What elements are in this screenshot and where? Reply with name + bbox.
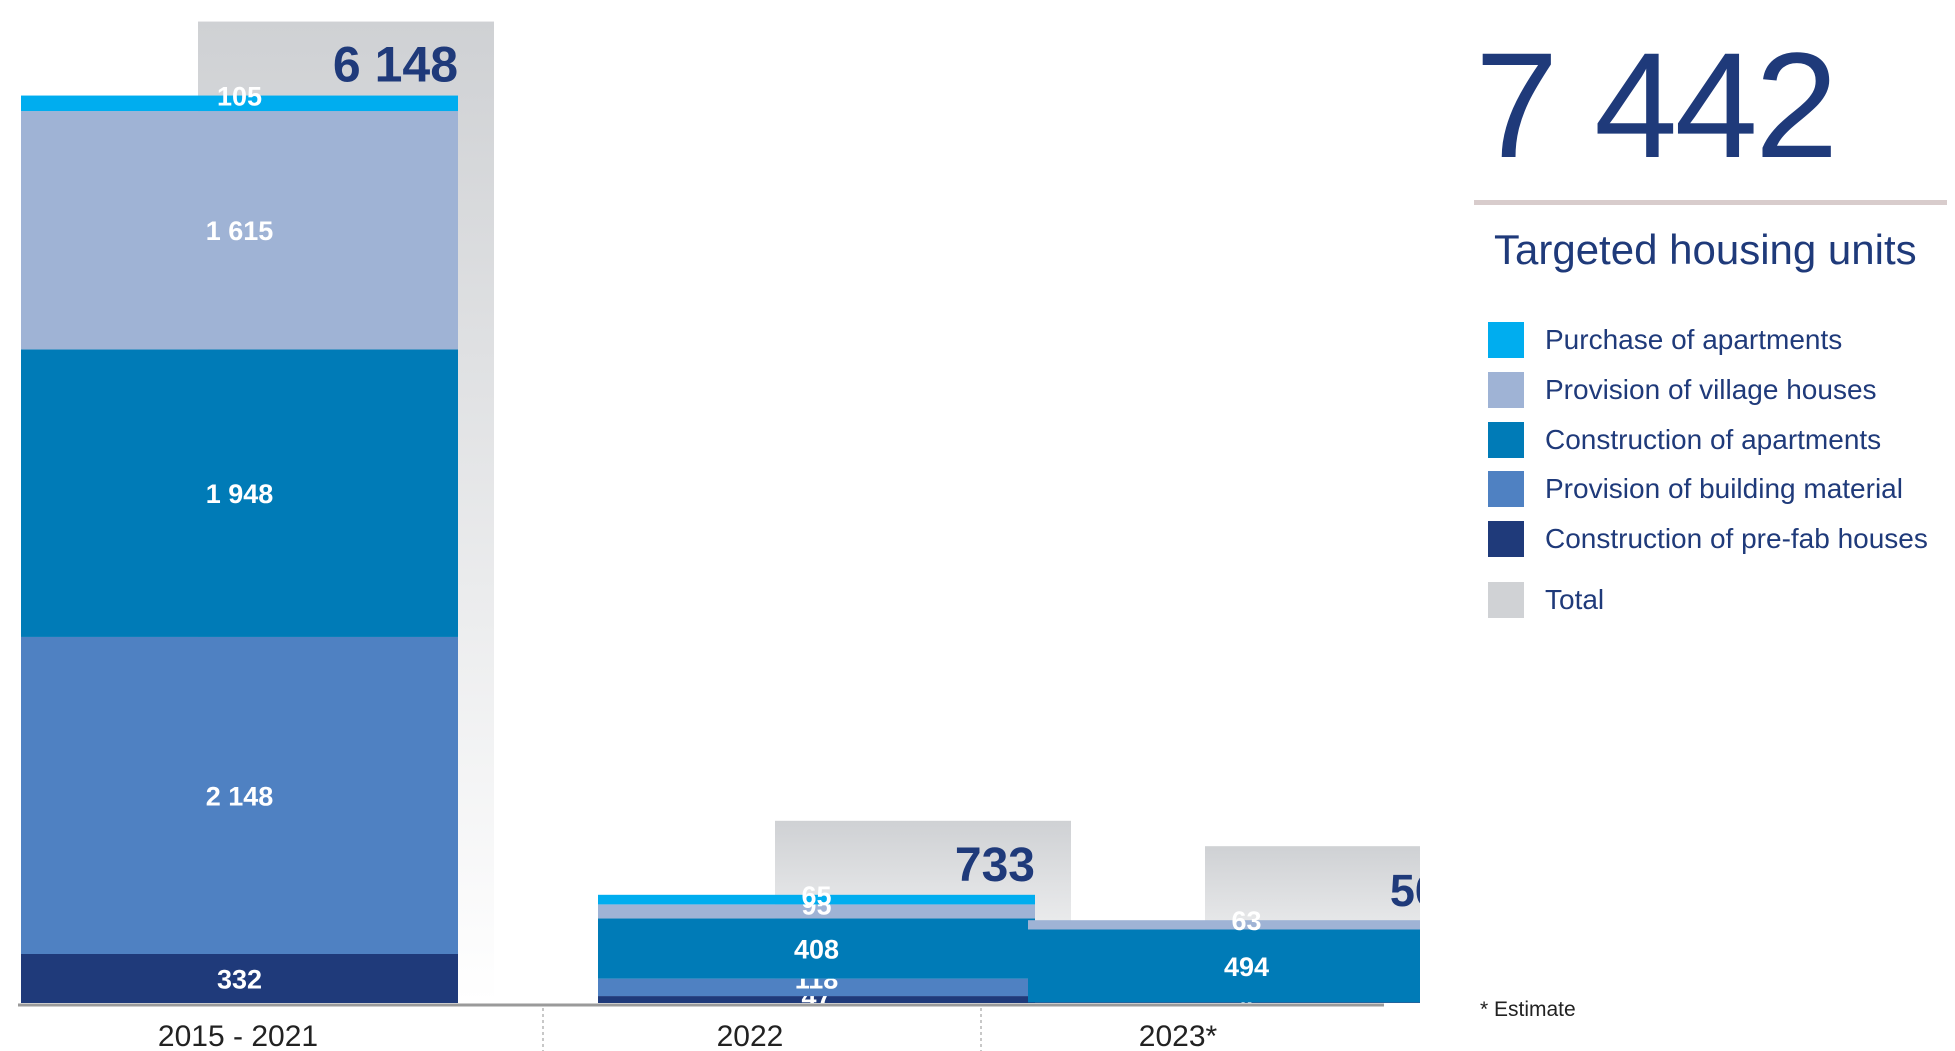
segment-label-construction-of-pre-fab-houses-2015-2021: 332	[217, 964, 262, 994]
segment-label-construction-of-apartments-2023: 494	[1224, 952, 1269, 982]
grand-total-value: 7 442	[1475, 21, 1838, 189]
legend-item-construction-of-apartments: Construction of apartments	[1488, 420, 1881, 460]
segment-label-provision-of-building-material-2015-2021: 2 148	[206, 781, 274, 811]
segment-label-provision-of-village-houses-2023: 63	[1231, 906, 1261, 936]
bar-segment-purchase-of-apartments-2022	[598, 894, 1035, 905]
total-label-2022: 733	[955, 839, 1035, 892]
bar-segment-construction-of-apartments-2015-2021	[21, 349, 458, 637]
bar-segment-construction-of-pre-fab-houses-2022	[598, 996, 1035, 1003]
bar-segment-construction-of-pre-fab-houses-2015-2021	[21, 953, 458, 1003]
category-label-2023: 2023*	[1139, 1020, 1218, 1051]
legend-swatch	[1488, 521, 1524, 557]
legend-item-provision-of-building-material: Provision of building material	[1488, 469, 1903, 509]
legend-title: Targeted housing units	[1494, 226, 1917, 273]
legend-item-provision-of-village-houses: Provision of village houses	[1488, 370, 1877, 410]
bar-segment-construction-of-apartments-2023	[1028, 929, 1420, 1003]
segment-label-construction-of-apartments-2015-2021: 1 948	[206, 479, 274, 509]
legend-label: Provision of building material	[1545, 473, 1903, 504]
segment-label-provision-of-village-houses-2015-2021: 1 615	[206, 216, 274, 246]
legend-swatch	[1488, 471, 1524, 507]
segment-label-purchase-of-apartments-2022: 65	[801, 881, 831, 911]
bar-segment-provision-of-village-houses-2023	[1028, 920, 1420, 930]
legend-swatch	[1488, 582, 1524, 618]
total-label-2023: 561	[1390, 865, 1420, 916]
footnote: * Estimate	[1480, 998, 1576, 1021]
legend-label: Purchase of apartments	[1545, 324, 1843, 355]
bar-segment-provision-of-village-houses-2022	[598, 904, 1035, 919]
legend-swatch	[1488, 422, 1524, 458]
segment-label-construction-of-apartments-2022: 408	[794, 935, 839, 965]
bar-segment-provision-of-building-material-2022	[598, 978, 1035, 997]
bar-segment-construction-of-apartments-2022	[598, 918, 1035, 979]
legend-item-total: Total	[1488, 580, 1604, 620]
legend-item-construction-of-pre-fab-houses: Construction of pre-fab houses	[1488, 519, 1928, 559]
legend-item-purchase-of-apartments: Purchase of apartments	[1488, 320, 1842, 360]
bar-segment-provision-of-village-houses-2015-2021	[21, 111, 458, 350]
legend-label: Construction of apartments	[1545, 424, 1882, 455]
category-label-2022: 2022	[717, 1020, 784, 1051]
segment-label-purchase-of-apartments-2015-2021: 105	[217, 82, 262, 112]
legend-label: Provision of village houses	[1545, 374, 1877, 405]
total-label-2015-2021: 6 148	[333, 37, 458, 93]
bar-segment-provision-of-building-material-2015-2021	[21, 636, 458, 954]
legend-swatch	[1488, 322, 1524, 358]
summary-divider	[1474, 200, 1947, 205]
legend-label: Construction of pre-fab houses	[1545, 523, 1928, 554]
bar-segment-purchase-of-apartments-2015-2021	[21, 95, 458, 112]
bar-segment-construction-of-pre-fab-houses-2023	[1028, 1002, 1420, 1003]
legend-label: Total	[1545, 584, 1605, 615]
category-label-2015-2021: 2015 - 2021	[158, 1020, 318, 1051]
legend-swatch	[1488, 372, 1524, 408]
